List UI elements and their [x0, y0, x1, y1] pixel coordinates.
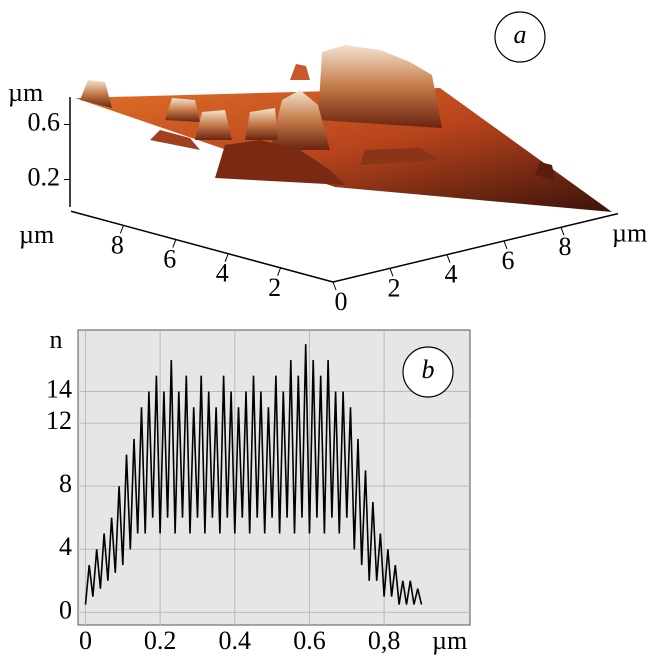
x-axis-label: µm: [432, 626, 467, 655]
annotation-circle: [402, 346, 454, 398]
y-tick: [277, 267, 282, 277]
x-tick-label: 0.4: [219, 626, 252, 655]
y-axis: [70, 210, 334, 283]
y-tick-label: 8: [111, 230, 124, 259]
y-axis-label: µm: [19, 220, 54, 249]
y-tick-label: 4: [216, 259, 229, 288]
x-tick-label: 0.2: [144, 626, 177, 655]
annotation: a: [514, 20, 527, 49]
y-tick: [119, 225, 124, 234]
x-tick: [503, 240, 508, 250]
y-tick: [172, 239, 177, 248]
y-tick-label: 14: [46, 374, 72, 403]
z-tick-label: 0.2: [28, 162, 61, 191]
y-tick-label: 2: [268, 273, 281, 302]
y-tick-label: 12: [46, 406, 72, 435]
x-tick-label: 0: [335, 287, 348, 316]
y-tick-label: 8: [59, 469, 72, 498]
x-tick-label: 2: [388, 273, 401, 302]
x-tick: [446, 254, 451, 263]
x-axis-label: µm: [612, 219, 647, 248]
x-tick-label: 0.6: [293, 626, 326, 655]
y-tick-label: 4: [59, 532, 72, 561]
x-tick-label: 0,8: [368, 626, 401, 655]
x-tick-label: 0: [79, 626, 92, 655]
annotation: b: [422, 355, 435, 384]
surface-decoration: [75, 45, 612, 212]
y-axis-label: n: [50, 325, 63, 354]
y-tick-label: 6: [163, 245, 176, 274]
x-tick: [560, 227, 565, 236]
z-axis-label: µm: [8, 78, 43, 107]
z-tick-label: 0.6: [28, 107, 61, 136]
x-tick-label: 6: [502, 246, 515, 275]
chart-b: 0 0.2 0.4 0.6 0,8 0 4 8 12 14 n µm b: [46, 325, 471, 655]
x-tick-label: 4: [445, 260, 458, 289]
x-tick: [389, 268, 394, 277]
y-tick-label: 0: [59, 595, 72, 624]
x-tick: [332, 281, 337, 291]
data-line: [84, 344, 423, 605]
x-tick-label: 8: [559, 232, 572, 261]
y-tick: [224, 253, 229, 262]
x-axis: [332, 212, 619, 283]
annotation-circle: [494, 11, 546, 63]
